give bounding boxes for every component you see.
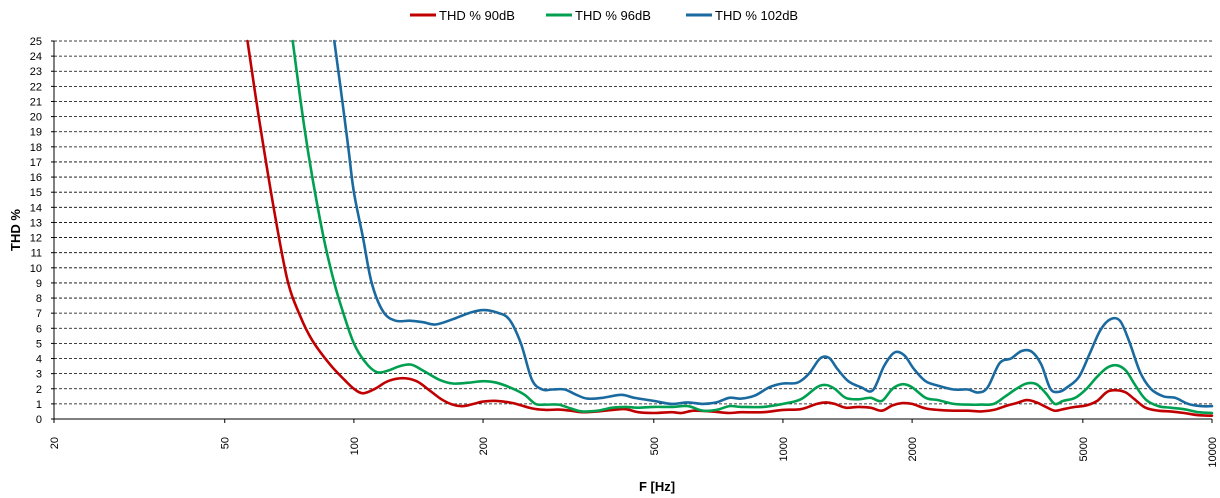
series-lines (246, 39, 1214, 417)
y-tick-label-17: 17 (30, 157, 42, 169)
series-line-1 (246, 39, 1214, 417)
legend-label-3: THD % 102dB (715, 8, 798, 23)
y-tick-label-13: 13 (30, 217, 42, 229)
y-tick-label-7: 7 (36, 308, 42, 320)
series-line-3 (333, 39, 1214, 408)
x-tick-label-100: 100 (349, 437, 361, 455)
y-tick-label-24: 24 (30, 51, 42, 63)
y-tick-label-4: 4 (36, 354, 42, 366)
y-tick-label-11: 11 (31, 248, 42, 260)
y-tick-label-8: 8 (36, 293, 42, 305)
x-tick-label-2000: 2000 (907, 437, 919, 461)
legend-label-1: THD % 90dB (439, 8, 515, 23)
x-tick-label-500: 500 (649, 437, 661, 455)
y-tick-label-9: 9 (36, 278, 42, 290)
y-tick-label-3: 3 (36, 369, 42, 381)
y-tick-label-20: 20 (30, 112, 42, 124)
y-tick-label-19: 19 (30, 127, 42, 139)
x-tick-label-20: 20 (49, 437, 61, 449)
legend-label-2: THD % 96dB (575, 8, 651, 23)
y-tick-label-2: 2 (36, 384, 42, 396)
legend: THD % 90dB THD % 96dB THD % 102dB (410, 8, 798, 23)
x-tick-label-10000: 10000 (1207, 437, 1219, 468)
x-tick-label-50: 50 (220, 437, 232, 449)
x-tick-label-5000: 5000 (1078, 437, 1090, 461)
y-tick-label-16: 16 (30, 172, 42, 184)
x-axis-ticks: 20 50 100 200 500 1000 2000 5000 10000 (49, 419, 1219, 468)
y-tick-label-21: 21 (30, 96, 42, 108)
y-tick-label-10: 10 (30, 263, 42, 275)
y-tick-label-14: 14 (30, 202, 42, 214)
grid-lines (54, 40, 1212, 405)
y-tick-label-15: 15 (30, 187, 42, 199)
y-tick-label-25: 25 (30, 36, 42, 48)
x-tick-label-200: 200 (478, 437, 490, 455)
series-line-2 (291, 39, 1214, 415)
y-tick-label-0: 0 (36, 414, 42, 426)
y-tick-label-5: 5 (36, 338, 42, 350)
x-axis-title: F [Hz] (639, 479, 675, 494)
y-tick-label-1: 1 (36, 399, 42, 411)
y-tick-label-23: 23 (30, 66, 42, 78)
y-axis-ticks: 0123456789101112131415161718192021222324… (30, 36, 54, 426)
y-axis-title: THD % (8, 209, 23, 251)
x-tick-label-1000: 1000 (778, 437, 790, 461)
y-tick-label-12: 12 (30, 233, 42, 245)
y-tick-label-18: 18 (30, 142, 42, 154)
y-tick-label-6: 6 (36, 323, 42, 335)
axes (53, 41, 1212, 420)
y-tick-label-22: 22 (30, 81, 42, 93)
